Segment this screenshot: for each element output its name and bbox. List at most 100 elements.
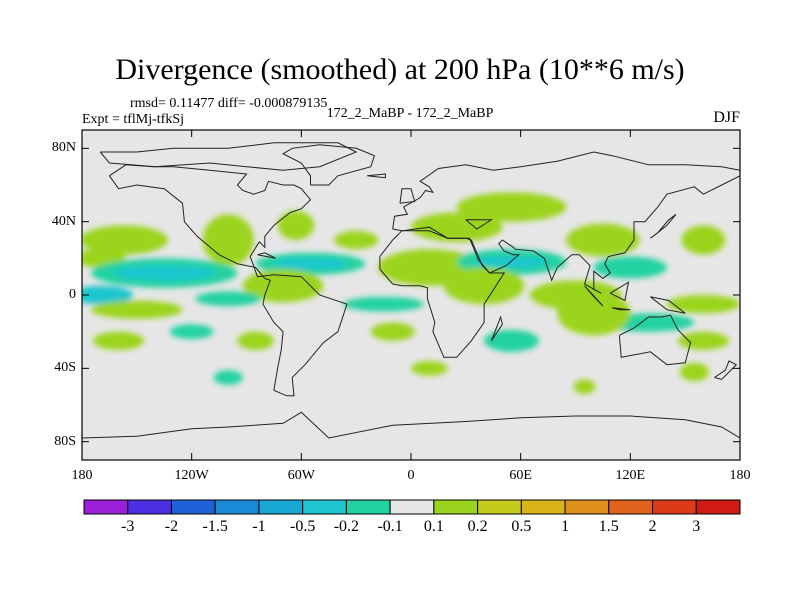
colorbar-swatch-4 xyxy=(258,499,304,515)
coastline-15 xyxy=(367,173,386,179)
field-blob-37 xyxy=(677,331,730,351)
coastline-14 xyxy=(714,360,738,380)
field-blob-10 xyxy=(566,223,640,257)
colorbar-swatch-2 xyxy=(170,499,216,515)
field-blob-1 xyxy=(82,225,168,255)
coastline-10 xyxy=(611,307,631,311)
colorbar-label: 3 xyxy=(692,518,701,535)
field-blob-11 xyxy=(681,225,726,255)
stats-line: rmsd= 0.11477 diff= -0.000879135 xyxy=(130,96,328,111)
colorbar-label: 1.5 xyxy=(598,518,619,535)
coastline-9 xyxy=(584,285,604,307)
experiment-label: Expt = tflMj-tfkSj xyxy=(82,112,185,127)
colorbar-swatch-12 xyxy=(608,499,654,515)
field-blob-38 xyxy=(92,331,145,351)
field-blob-28 xyxy=(666,295,740,314)
x-tick-label: 0 xyxy=(407,468,415,483)
colorbar-label: 1 xyxy=(561,518,570,535)
colorbar-swatch-6 xyxy=(345,499,391,515)
coastline-11 xyxy=(609,281,630,302)
field-blob-16 xyxy=(273,258,348,270)
coastline-17 xyxy=(465,219,494,230)
colorbar-label: -3 xyxy=(121,518,135,535)
colorbar-swatch-11 xyxy=(564,499,610,515)
colorbar-swatch-0 xyxy=(83,499,129,515)
colorbar-swatch-14 xyxy=(695,499,741,515)
colorbar-label: -2 xyxy=(164,518,179,535)
field-blob-8 xyxy=(411,212,503,242)
colorbar-label: -0.5 xyxy=(289,518,316,535)
field-blob-5 xyxy=(334,230,379,250)
coastline-0 xyxy=(99,142,358,171)
case-label: 172_2_MaBP - 172_2_MaBP xyxy=(326,106,494,121)
x-tick-label: 60E xyxy=(509,468,532,483)
y-tick-label: 0 xyxy=(69,287,76,302)
field-blob-39 xyxy=(169,324,214,339)
field-blob-40 xyxy=(237,331,274,351)
coastline-8 xyxy=(650,213,677,239)
field-blob-18 xyxy=(242,269,324,303)
coastline-16 xyxy=(257,252,276,259)
coastline-2 xyxy=(392,151,740,294)
colorbar-swatch-5 xyxy=(302,499,347,515)
x-tick-label: 120E xyxy=(615,468,646,483)
x-tick-label: 120W xyxy=(174,468,209,483)
x-tick-label: 180 xyxy=(71,468,93,483)
coastline-7 xyxy=(399,188,416,204)
coastlines xyxy=(82,142,740,439)
field-blob-12 xyxy=(82,285,134,305)
y-tick-label: 40S xyxy=(54,360,76,376)
axis-ticks xyxy=(81,130,741,460)
colorbar-label: -0.2 xyxy=(333,518,360,535)
coastline-6 xyxy=(282,144,376,186)
y-tick-label: 80N xyxy=(51,140,76,156)
coastline-12 xyxy=(650,296,686,314)
field-blob-6 xyxy=(277,210,315,240)
field-blob-25 xyxy=(443,267,525,305)
y-tick-label: 40N xyxy=(51,213,76,229)
colorbar-label: 0.1 xyxy=(423,518,444,535)
field-blobs xyxy=(82,192,740,394)
field-blob-4 xyxy=(202,214,254,266)
colorbar-label: 2 xyxy=(648,518,657,535)
field-blob-44 xyxy=(679,362,709,382)
map-background xyxy=(82,130,740,460)
field-blob-42 xyxy=(411,361,448,376)
coastline-13 xyxy=(490,315,503,342)
colorbar-swatch-3 xyxy=(214,499,260,515)
field-blob-30 xyxy=(195,291,262,306)
chart-title: Divergence (smoothed) at 200 hPa (10**6 … xyxy=(115,53,685,86)
field-blob-22 xyxy=(474,256,549,268)
field-blob-34 xyxy=(484,329,539,352)
colorbar-swatch-10 xyxy=(520,499,566,515)
x-tick-label: 60W xyxy=(287,468,315,483)
colorbar-swatch-8 xyxy=(433,499,479,515)
field-blob-36 xyxy=(557,291,631,336)
field-blob-7 xyxy=(456,192,567,222)
colorbar-swatch-13 xyxy=(652,499,697,515)
field-blob-23 xyxy=(593,256,667,279)
colorbar xyxy=(83,499,741,515)
coastline-5 xyxy=(82,411,740,439)
season-label: DJF xyxy=(713,109,740,126)
colorbar-swatch-1 xyxy=(127,499,172,515)
colorbar-label: 0.2 xyxy=(467,518,488,535)
x-tick-label: 180 xyxy=(729,468,751,483)
colorbar-swatch-7 xyxy=(389,499,435,515)
field-blob-29 xyxy=(91,300,183,319)
colorbar-label: -0.1 xyxy=(377,518,403,535)
coastline-4 xyxy=(618,314,692,366)
field-blob-31 xyxy=(343,296,424,312)
colorbar-label: 0.5 xyxy=(511,518,532,535)
field-blob-33 xyxy=(370,322,415,341)
field-blob-41 xyxy=(213,370,243,385)
field-blob-14 xyxy=(113,265,216,281)
colorbar-label: -1 xyxy=(252,518,266,535)
colorbar-swatch-9 xyxy=(477,499,522,515)
coastline-3 xyxy=(379,226,506,358)
colorbar-label: -1.5 xyxy=(202,518,228,535)
coastline-1 xyxy=(108,164,348,397)
field-blob-43 xyxy=(573,379,596,394)
y-tick-label: 80S xyxy=(54,433,76,449)
